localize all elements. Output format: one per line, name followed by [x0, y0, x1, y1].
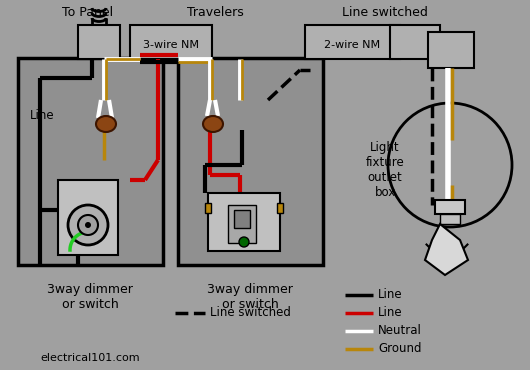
- Bar: [205, 203, 211, 213]
- Text: Line: Line: [378, 306, 403, 320]
- Text: Line switched: Line switched: [342, 6, 428, 18]
- Bar: [228, 205, 256, 243]
- Text: 2-wire NM: 2-wire NM: [324, 40, 380, 50]
- Text: 3way dimmer
or switch: 3way dimmer or switch: [47, 283, 133, 311]
- Text: electrical101.com: electrical101.com: [40, 353, 140, 363]
- Text: Line switched: Line switched: [210, 306, 291, 320]
- Circle shape: [85, 222, 91, 228]
- Bar: [390, 25, 440, 59]
- Text: 3-wire NM: 3-wire NM: [143, 40, 199, 50]
- Bar: [435, 200, 465, 214]
- Circle shape: [239, 237, 249, 247]
- Text: Neutral: Neutral: [378, 324, 422, 337]
- Bar: [78, 25, 120, 59]
- Text: To Panel: To Panel: [63, 6, 113, 18]
- Bar: [277, 203, 283, 213]
- Text: 3way dimmer
or switch: 3way dimmer or switch: [207, 283, 293, 311]
- Circle shape: [78, 215, 98, 235]
- Text: Travelers: Travelers: [187, 6, 243, 18]
- Text: Ground: Ground: [378, 343, 421, 356]
- Polygon shape: [425, 224, 468, 275]
- Bar: [428, 32, 474, 68]
- Ellipse shape: [203, 116, 223, 132]
- Bar: [440, 214, 460, 224]
- Bar: [130, 25, 212, 59]
- Bar: [234, 210, 250, 228]
- Bar: [305, 25, 400, 59]
- Bar: [58, 180, 118, 255]
- Bar: [178, 58, 323, 265]
- Ellipse shape: [96, 116, 116, 132]
- Circle shape: [68, 205, 108, 245]
- Text: Light
fixture
outlet
box: Light fixture outlet box: [366, 141, 404, 199]
- Bar: [18, 58, 163, 265]
- Text: Line: Line: [30, 108, 55, 121]
- Text: Line: Line: [378, 289, 403, 302]
- Bar: [208, 193, 280, 251]
